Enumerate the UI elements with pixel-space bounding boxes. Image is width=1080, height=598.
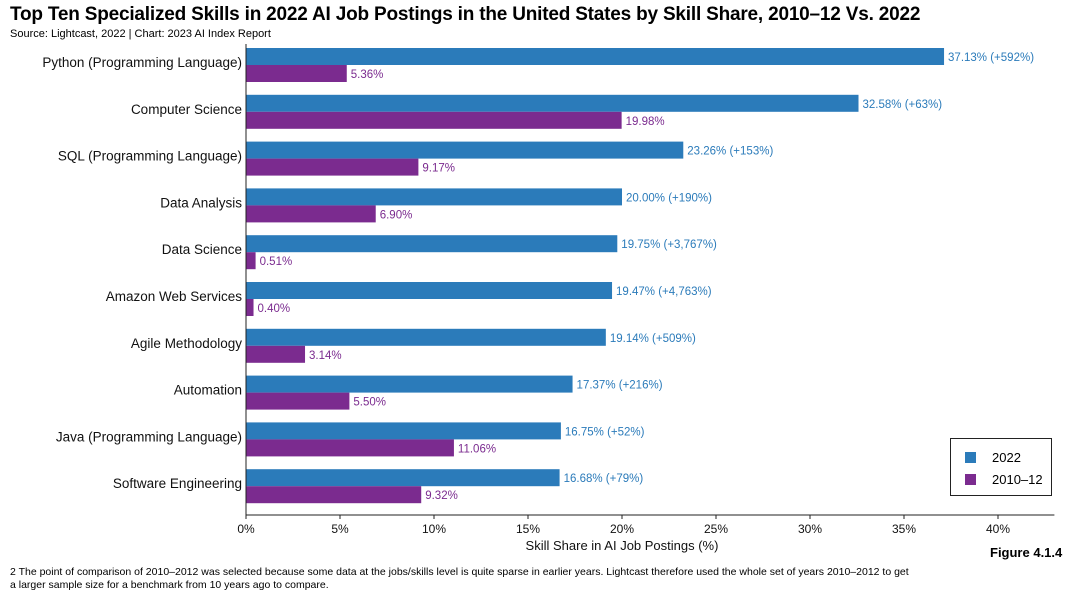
bar-2010-12-python-programming-language <box>246 65 347 82</box>
bar-2010-12-data-analysis <box>246 205 376 223</box>
value-label-2022-data-science: 19.75% (+3,767%) <box>621 239 717 251</box>
category-label-data-analysis: Data Analysis <box>160 195 242 210</box>
x-tick-label-20: 20% <box>610 522 634 536</box>
bars-group <box>246 48 945 504</box>
category-label-python-programming-language: Python (Programming Language) <box>42 55 242 70</box>
bar-2022-agile-methodology <box>246 328 606 346</box>
bar-2022-computer-science <box>246 94 859 112</box>
bar-2022-amazon-web-services <box>246 282 613 299</box>
value-label-2022-computer-science: 32.58% (+63%) <box>863 99 943 111</box>
x-ticks-group: 0% 5% 10% 15% 20% 25% 30% 35% 40% <box>237 515 1010 536</box>
category-label-agile-methodology: Agile Methodology <box>131 336 242 351</box>
bar-2010-12-agile-methodology <box>246 345 306 363</box>
chart-source: Source: Lightcast, 2022 | Chart: 2023 AI… <box>10 28 271 40</box>
category-labels-group: Python (Programming Language) Computer Sc… <box>42 55 242 491</box>
legend-swatch-2022 <box>965 452 976 463</box>
value-label-2022-java-programming-language: 16.75% (+52%) <box>565 426 645 438</box>
category-label-automation: Automation <box>174 383 242 398</box>
bar-2010-12-automation <box>246 392 350 410</box>
bar-2010-12-java-programming-language <box>246 439 454 457</box>
x-tick-label-5: 5% <box>331 522 349 536</box>
x-tick-label-15: 15% <box>516 522 540 536</box>
value-label-2022-amazon-web-services: 19.47% (+4,763%) <box>616 286 712 298</box>
value-label-2010-12-python-programming-language: 5.36% <box>351 69 384 81</box>
value-label-2010-12-data-analysis: 6.90% <box>380 209 413 221</box>
value-label-2010-12-software-engineering: 9.32% <box>425 490 458 502</box>
bar-2022-data-science <box>246 235 618 253</box>
x-tick-label-40: 40% <box>986 522 1010 536</box>
category-label-computer-science: Computer Science <box>131 102 242 117</box>
bar-2022-software-engineering <box>246 469 560 487</box>
bar-2022-data-analysis <box>246 188 622 206</box>
category-label-software-engineering: Software Engineering <box>113 476 242 491</box>
bar-2010-12-amazon-web-services <box>246 299 254 316</box>
x-tick-label-10: 10% <box>422 522 446 536</box>
bar-2022-python-programming-language <box>246 48 945 65</box>
footnote: 2 The point of comparison of 2010–2012 w… <box>10 566 909 591</box>
value-label-2010-12-agile-methodology: 3.14% <box>309 350 342 362</box>
value-label-2022-agile-methodology: 19.14% (+509%) <box>610 333 696 345</box>
x-axis-label: Skill Share in AI Job Postings (%) <box>526 538 719 553</box>
value-label-2010-12-data-science: 0.51% <box>260 256 293 268</box>
legend-label-2010-12: 2010–12 <box>992 472 1043 487</box>
value-label-2022-software-engineering: 16.68% (+79%) <box>564 473 644 485</box>
value-label-2010-12-computer-science: 19.98% <box>626 116 665 128</box>
category-label-java-programming-language: Java (Programming Language) <box>56 429 242 444</box>
category-label-amazon-web-services: Amazon Web Services <box>106 289 243 304</box>
figure-label: Figure 4.1.4 <box>990 545 1063 560</box>
value-label-2022-python-programming-language: 37.13% (+592%) <box>948 52 1034 64</box>
legend-item-2022: 2022 <box>965 450 1021 465</box>
bar-2022-sql-programming-language <box>246 141 684 159</box>
bar-2010-12-sql-programming-language <box>246 158 419 176</box>
value-label-2022-automation: 17.37% (+216%) <box>577 380 663 392</box>
category-label-sql-programming-language: SQL (Programming Language) <box>58 149 242 164</box>
legend: 2022 2010–12 <box>950 438 1052 496</box>
value-labels-group: 37.13% (+592%) 5.36% 32.58% (+63%) 19.98% 23… <box>258 52 1035 502</box>
bar-2022-automation <box>246 375 573 393</box>
legend-item-2010-12: 2010–12 <box>965 472 1043 487</box>
bar-2010-12-computer-science <box>246 111 622 129</box>
legend-swatch-2010-12 <box>965 474 976 485</box>
value-label-2010-12-java-programming-language: 11.06% <box>458 443 496 455</box>
chart-title: Top Ten Specialized Skills in 2022 AI Jo… <box>10 4 921 25</box>
x-tick-label-35: 35% <box>892 522 916 536</box>
x-tick-label-30: 30% <box>798 522 822 536</box>
value-label-2010-12-amazon-web-services: 0.40% <box>258 303 291 315</box>
bar-2010-12-data-science <box>246 252 256 270</box>
bar-2010-12-software-engineering <box>246 486 422 504</box>
bar-2022-java-programming-language <box>246 422 561 440</box>
x-tick-label-25: 25% <box>704 522 728 536</box>
value-label-2010-12-sql-programming-language: 9.17% <box>422 163 455 175</box>
legend-label-2022: 2022 <box>992 450 1021 465</box>
x-tick-label-0: 0% <box>237 522 255 536</box>
value-label-2022-sql-programming-language: 23.26% (+153%) <box>687 146 773 158</box>
value-label-2010-12-automation: 5.50% <box>353 397 386 409</box>
category-label-data-science: Data Science <box>162 242 242 257</box>
value-label-2022-data-analysis: 20.00% (+190%) <box>626 192 712 204</box>
